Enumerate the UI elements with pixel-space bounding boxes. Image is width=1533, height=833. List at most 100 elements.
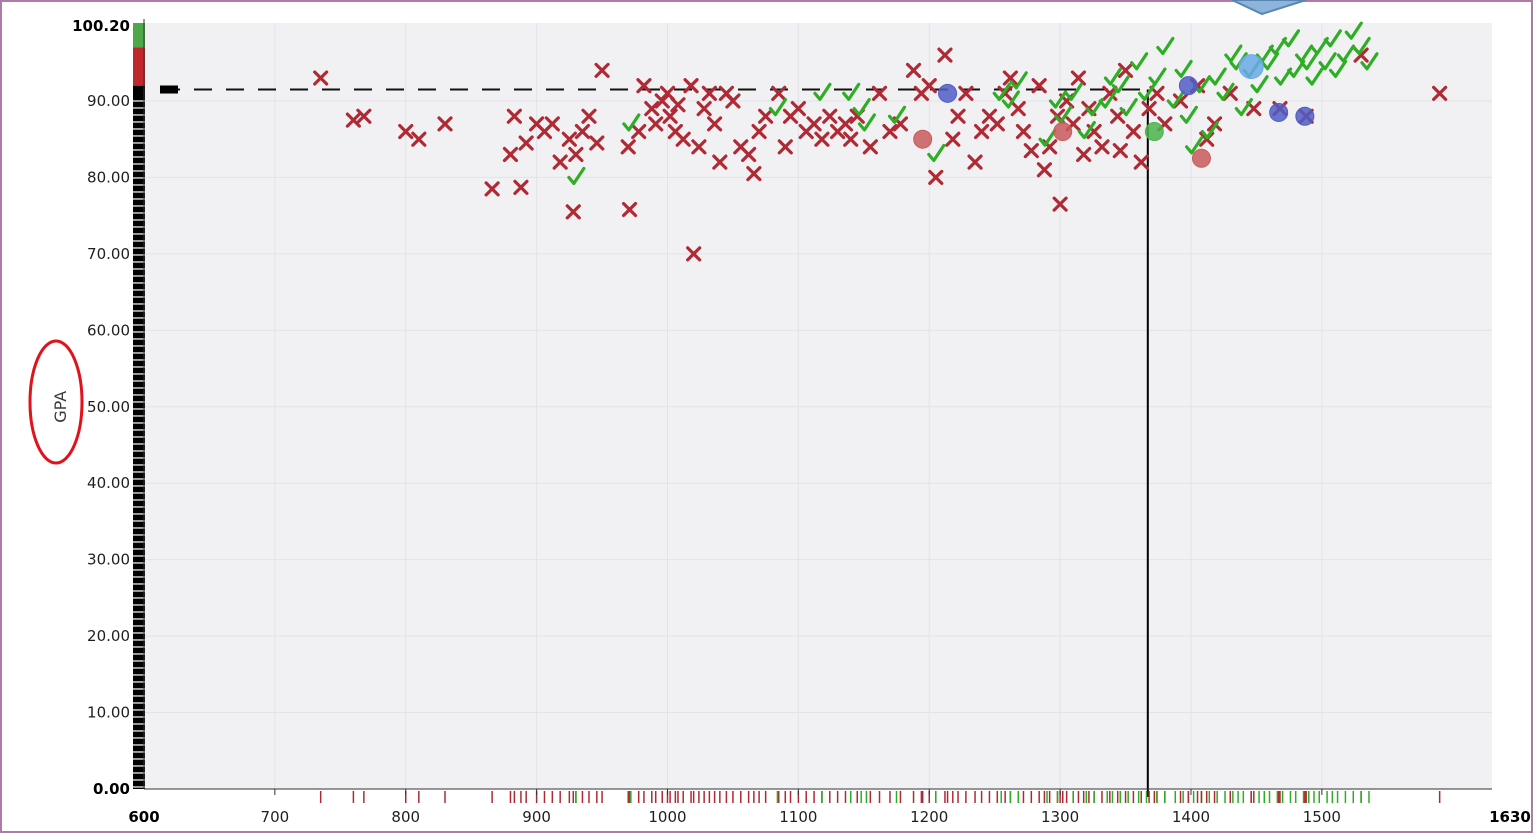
accepted-check-point	[622, 113, 641, 132]
rejected-x-point	[686, 246, 702, 262]
x-max-label: 1630	[1489, 808, 1531, 826]
accepted-check-point	[1287, 59, 1306, 78]
accepted-check-point	[1130, 52, 1149, 71]
rejected-x-point	[905, 62, 922, 78]
accepted-check-point	[1216, 82, 1235, 101]
circle-point	[1144, 122, 1164, 142]
rejected-x-point	[790, 101, 806, 117]
x-tick-label: 800	[391, 808, 420, 826]
rejected-x-point	[506, 108, 522, 124]
rejected-x-point	[654, 93, 670, 109]
rejected-x-point	[1023, 143, 1039, 159]
rejected-x-point	[1125, 123, 1142, 140]
accepted-check-point	[1208, 67, 1227, 86]
accepted-check-point	[1250, 75, 1269, 94]
accepted-check-point	[1009, 71, 1028, 90]
rejected-x-point	[806, 116, 822, 132]
accepted-check-point	[1318, 52, 1337, 71]
rejected-x-point	[565, 204, 581, 220]
x-tick-label: 700	[261, 808, 290, 826]
rejected-x-point	[937, 47, 953, 63]
rejected-x-point	[1076, 146, 1092, 163]
circle-point	[938, 83, 958, 103]
accepted-check-point	[1274, 67, 1293, 86]
x-tick-label: 1300	[1041, 808, 1079, 826]
rejected-x-point	[928, 169, 944, 186]
rejected-x-point	[1094, 139, 1110, 155]
accepted-check-point	[1179, 105, 1198, 124]
rejected-x-point	[814, 131, 830, 147]
accepted-check-point	[927, 143, 946, 163]
x-tick-label: 1500	[1303, 808, 1341, 826]
accepted-check-point	[1352, 36, 1371, 56]
rejected-x-point	[1015, 123, 1032, 140]
accepted-check-point	[1038, 128, 1057, 147]
rejected-x-point	[1110, 108, 1126, 124]
accepted-check-point	[857, 113, 877, 132]
y-tick-label: 70.00	[87, 245, 130, 263]
rejected-x-point	[411, 131, 427, 147]
axis-layer: 0.00 10.00 20.00 30.00 40.00 50.00 60.00 70.00 8…	[51, 17, 1531, 826]
accepted-check-point	[1048, 90, 1068, 109]
rejected-x-point	[696, 101, 712, 117]
rejected-x-point	[1036, 162, 1053, 178]
accepted-check-point	[1098, 90, 1117, 109]
y-tick-label: 30.00	[87, 551, 130, 569]
rejected-x-point	[544, 116, 560, 132]
rejected-x-point	[837, 116, 854, 132]
strip-band	[133, 23, 145, 48]
accepted-check-point	[1360, 52, 1379, 71]
rejected-x-point	[594, 62, 610, 78]
accepted-check-point	[1224, 44, 1243, 63]
rejected-x-point	[502, 146, 519, 163]
accepted-check-point	[1174, 59, 1193, 78]
x-rug-ticks	[319, 791, 1441, 803]
accepted-check-point	[1085, 98, 1104, 117]
rejected-x-point	[871, 85, 888, 101]
x-tick-label: 1400	[1172, 808, 1210, 826]
x-tick-label: 1100	[779, 808, 817, 826]
rejected-x-point	[313, 70, 329, 86]
rejected-x-point	[574, 123, 591, 140]
accepted-check-point	[1234, 98, 1253, 117]
rejected-x-point	[771, 85, 787, 101]
rejected-x-point	[581, 108, 597, 124]
rejected-x-point	[636, 78, 652, 94]
circle-point	[1269, 102, 1289, 122]
x-tick-label: 1000	[648, 808, 686, 826]
rejected-x-point	[621, 201, 638, 218]
rejected-x-point	[921, 78, 937, 94]
rejected-x-point	[741, 146, 757, 163]
circle-point	[1191, 148, 1211, 168]
rejected-x-point	[882, 123, 898, 140]
plot-background	[144, 23, 1492, 789]
reference-line-marker	[160, 85, 178, 94]
rejected-x-point	[1102, 85, 1118, 101]
accepted-check-point	[567, 166, 586, 186]
rejected-x-point	[989, 116, 1005, 132]
y-tick-label: 0.00	[93, 780, 130, 798]
rejected-x-point	[552, 154, 568, 170]
rejected-x-point	[589, 135, 605, 151]
accepted-check-point	[1336, 44, 1356, 63]
rejected-x-point	[1141, 101, 1157, 117]
rejected-x-point	[683, 78, 699, 94]
circle-point	[1238, 54, 1264, 80]
rejected-x-point	[1010, 101, 1026, 117]
accepted-check-point	[1328, 59, 1348, 78]
y-tick-label: 80.00	[87, 168, 130, 186]
x-tick-label: 1200	[910, 808, 948, 826]
rejected-x-point	[437, 116, 453, 132]
rejected-x-point	[751, 123, 767, 140]
accepted-check-point	[1166, 90, 1185, 109]
rejected-x-point	[518, 135, 534, 151]
rejected-x-point	[1432, 85, 1448, 101]
accepted-check-point	[852, 98, 871, 117]
y-tick-label: 10.00	[87, 704, 130, 722]
x-min-label: 600	[128, 808, 159, 826]
rejected-x-point	[1133, 154, 1149, 170]
rejected-x-point	[862, 139, 878, 155]
accepted-check-point	[1294, 44, 1314, 63]
x-tick-label: 900	[522, 808, 551, 826]
accepted-check-point	[1344, 21, 1363, 40]
